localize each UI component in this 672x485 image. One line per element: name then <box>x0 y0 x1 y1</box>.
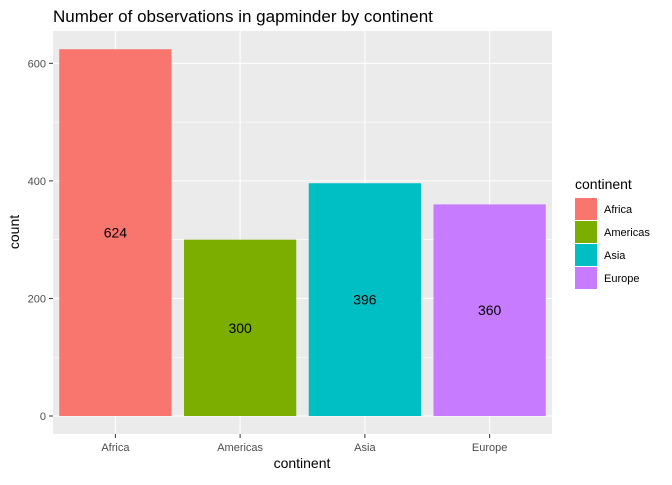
bars <box>59 49 546 416</box>
legend-label-asia: Asia <box>604 250 626 262</box>
legend-label-africa: Africa <box>604 204 633 216</box>
data-labels: 624 300 396 360 <box>104 225 502 336</box>
chart-title: Number of observations in gapminder by c… <box>53 7 433 26</box>
bar-europe <box>433 204 546 416</box>
bar-americas <box>183 239 297 416</box>
y-tick-label: 400 <box>28 176 46 188</box>
legend-items: Africa Americas Asia Europe <box>575 198 650 289</box>
x-tick-label: Europe <box>472 442 507 454</box>
legend-key-asia <box>575 244 597 266</box>
data-label-europe: 360 <box>478 302 502 318</box>
legend-label-americas: Americas <box>604 227 650 239</box>
data-label-americas: 300 <box>228 320 252 336</box>
y-axis: 0 200 400 600 <box>28 58 53 423</box>
bar-africa <box>59 49 172 416</box>
legend-key-europe <box>575 267 597 289</box>
legend-title: continent <box>575 176 632 192</box>
x-tick-label: Africa <box>101 442 130 454</box>
x-tick-label: Asia <box>354 442 376 454</box>
data-label-asia: 396 <box>353 292 377 308</box>
y-tick-label: 0 <box>40 411 46 423</box>
y-tick-label: 600 <box>28 58 46 70</box>
x-axis-title: continent <box>274 455 331 471</box>
legend: continent Africa Americas Asia Europe <box>575 176 650 289</box>
y-axis-title: count <box>6 215 22 249</box>
y-tick-label: 200 <box>28 293 46 305</box>
data-label-africa: 624 <box>104 225 128 241</box>
legend-key-africa <box>575 198 597 220</box>
legend-label-europe: Europe <box>604 273 639 285</box>
x-axis: Africa Americas Asia Europe <box>101 434 507 454</box>
bar-asia <box>308 183 422 416</box>
x-tick-label: Americas <box>217 442 263 454</box>
legend-key-americas <box>575 221 597 243</box>
